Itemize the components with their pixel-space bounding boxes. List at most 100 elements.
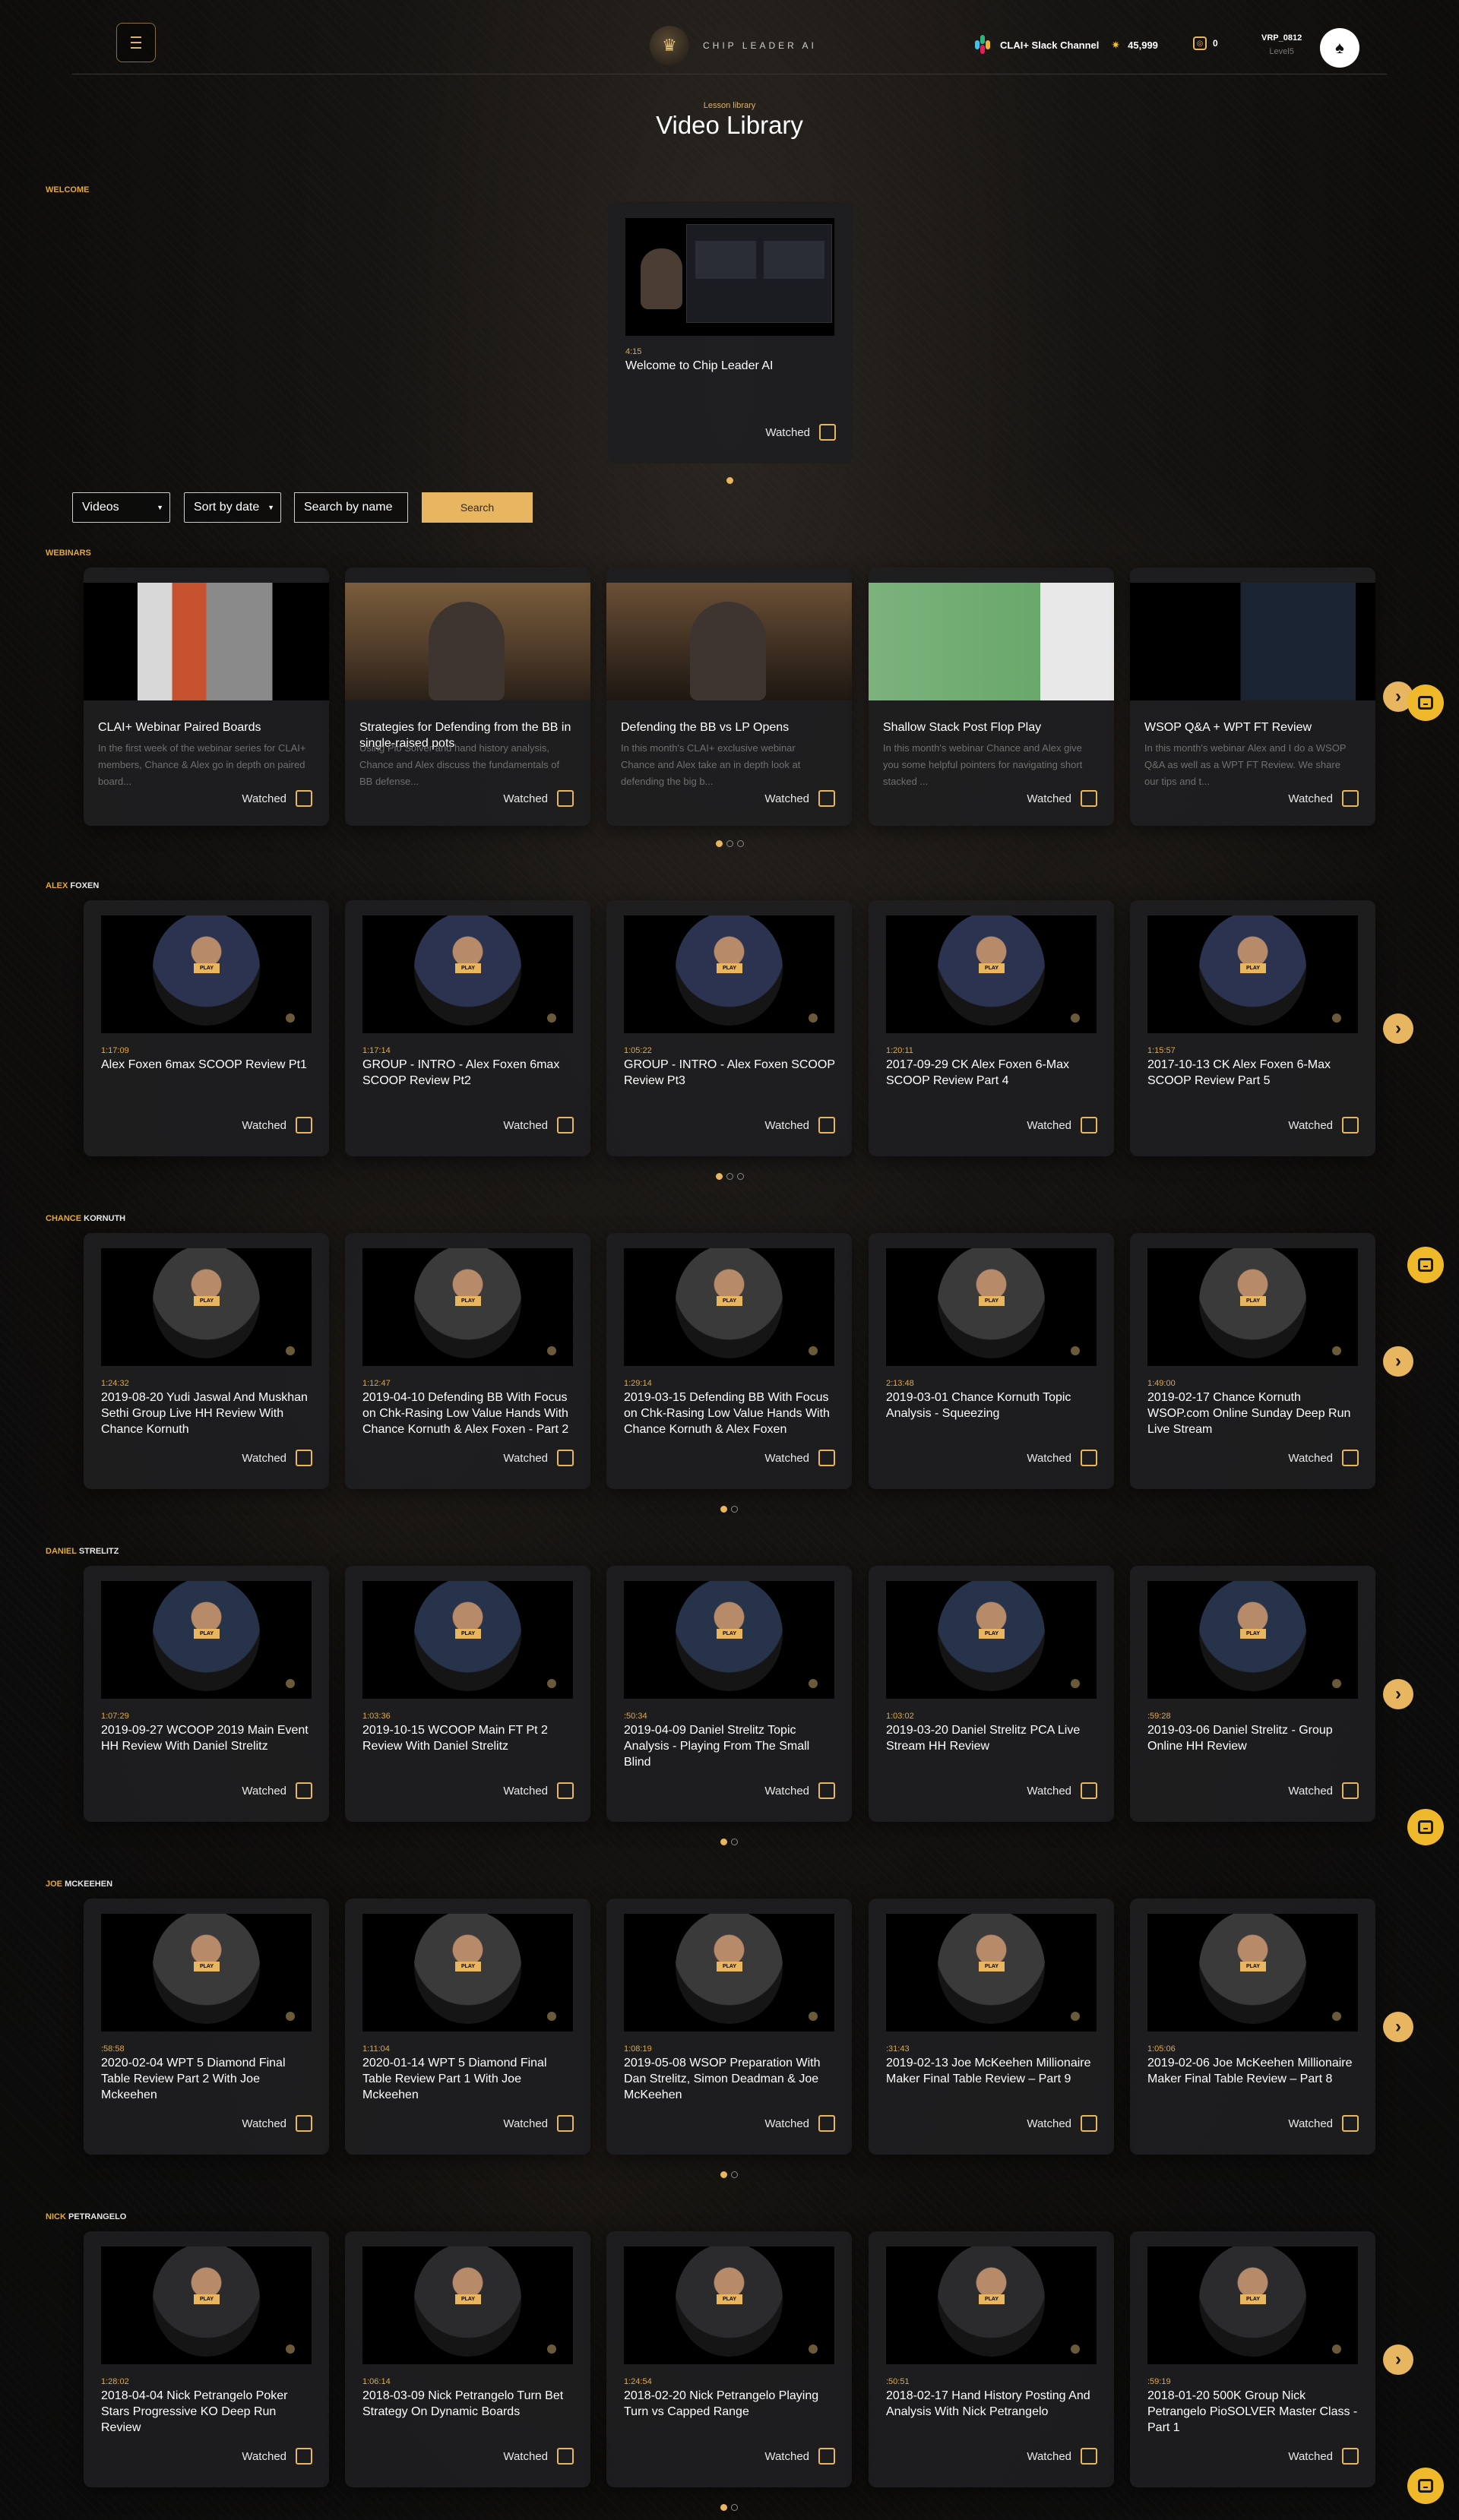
- watched-checkbox[interactable]: [818, 2448, 835, 2465]
- video-thumbnail[interactable]: PLAY: [624, 1581, 834, 1699]
- play-button[interactable]: PLAY: [717, 2294, 742, 2304]
- chat-icon[interactable]: [1407, 1247, 1444, 1283]
- video-card[interactable]: PLAY 1:20:11 2017-09-29 CK Alex Foxen 6-Ma…: [869, 900, 1114, 1156]
- watched-checkbox[interactable]: [1342, 2115, 1359, 2132]
- watched-checkbox[interactable]: [1342, 790, 1359, 807]
- watched-checkbox[interactable]: [296, 1450, 312, 1466]
- avatar-spade-icon[interactable]: ♠: [1320, 28, 1359, 68]
- play-button[interactable]: PLAY: [1240, 963, 1266, 973]
- video-thumbnail[interactable]: PLAY: [886, 915, 1097, 1033]
- video-thumbnail[interactable]: PLAY: [362, 1248, 573, 1366]
- video-thumbnail[interactable]: PLAY: [101, 1248, 312, 1366]
- video-card[interactable]: PLAY:59:19 2018-01-20 500K Group Nick Pet…: [1130, 2231, 1375, 2487]
- video-card[interactable]: PLAY 1:49:00 2019-02-17 Chance Kornuth WSO…: [1130, 1233, 1375, 1489]
- video-card[interactable]: PLAY 1:17:09 Alex Foxen 6max SCOOP Review …: [84, 900, 329, 1156]
- video-thumbnail[interactable]: PLAY: [886, 2246, 1097, 2364]
- watched-checkbox[interactable]: [296, 790, 312, 807]
- video-card[interactable]: PLAY:58:58 2020-02-04 WPT 5 Diamond Final…: [84, 1899, 329, 2155]
- brand-logo[interactable]: ♛ CHIP LEADER AI: [650, 26, 817, 65]
- sort-select[interactable]: Sort by date ▼: [184, 492, 281, 523]
- play-button[interactable]: PLAY: [194, 2294, 220, 2304]
- play-button[interactable]: PLAY: [455, 1629, 481, 1639]
- play-button[interactable]: PLAY: [194, 1962, 220, 1971]
- watched-checkbox[interactable]: [557, 2448, 574, 2465]
- video-card[interactable]: PLAY 1:29:14 2019-03-15 Defending BB With …: [606, 1233, 852, 1489]
- video-thumbnail[interactable]: PLAY: [101, 2246, 312, 2364]
- pagination-dot[interactable]: [720, 2504, 727, 2511]
- play-button[interactable]: PLAY: [979, 1962, 1005, 1971]
- video-card[interactable]: PLAY 1:28:02 2018-04-04 Nick Petrangelo Po…: [84, 2231, 329, 2487]
- play-button[interactable]: PLAY: [455, 1962, 481, 1971]
- pagination-dot[interactable]: [720, 2171, 727, 2178]
- search-input[interactable]: [294, 492, 408, 523]
- video-card[interactable]: PLAY 1:24:54 2018-02-20 Nick Petrangelo Pl…: [606, 2231, 852, 2487]
- pagination-dot[interactable]: [716, 840, 723, 847]
- pagination-dot[interactable]: [726, 840, 733, 847]
- play-button[interactable]: PLAY: [979, 963, 1005, 973]
- video-thumbnail[interactable]: PLAY: [101, 915, 312, 1033]
- play-button[interactable]: PLAY: [1240, 1296, 1266, 1306]
- pagination-dot[interactable]: [737, 840, 744, 847]
- play-button[interactable]: PLAY: [1240, 2294, 1266, 2304]
- video-card[interactable]: PLAY 1:03:02 2019-03-20 Daniel Strelitz PC…: [869, 1566, 1114, 1822]
- play-button[interactable]: PLAY: [979, 2294, 1005, 2304]
- watched-toggle[interactable]: Watched: [1027, 2115, 1097, 2132]
- watched-checkbox[interactable]: [819, 424, 836, 441]
- video-card[interactable]: PLAY:50:34 2019-04-09 Daniel Strelitz Top…: [606, 1566, 852, 1822]
- watched-toggle[interactable]: Watched: [503, 2115, 574, 2132]
- watched-checkbox[interactable]: [557, 1450, 574, 1466]
- watched-toggle[interactable]: Watched: [503, 1782, 574, 1799]
- webinar-card[interactable]: WSOP Q&A + WPT FT Review In this month's …: [1130, 568, 1375, 826]
- play-button[interactable]: PLAY: [717, 1962, 742, 1971]
- video-card[interactable]: PLAY 1:05:06 2019-02-06 Joe McKeehen Milli…: [1130, 1899, 1375, 2155]
- watched-checkbox[interactable]: [1081, 2115, 1097, 2132]
- watched-toggle[interactable]: Watched: [1027, 2448, 1097, 2465]
- watched-toggle[interactable]: Watched: [242, 1450, 312, 1466]
- watched-toggle[interactable]: Watched: [764, 2448, 835, 2465]
- play-button[interactable]: PLAY: [194, 963, 220, 973]
- pagination-dot[interactable]: [731, 2171, 738, 2178]
- video-card[interactable]: PLAY 1:17:14 GROUP - INTRO - Alex Foxen 6m…: [345, 900, 590, 1156]
- play-button[interactable]: PLAY: [194, 1629, 220, 1639]
- video-thumbnail[interactable]: PLAY: [101, 1914, 312, 2031]
- watched-toggle[interactable]: Watched: [1027, 1450, 1097, 1466]
- video-thumbnail[interactable]: PLAY: [362, 915, 573, 1033]
- webinar-card[interactable]: Shallow Stack Post Flop Play In this mont…: [869, 568, 1114, 826]
- pagination-dot[interactable]: [720, 1506, 727, 1513]
- chat-icon[interactable]: [1407, 2468, 1444, 2504]
- watched-toggle[interactable]: Watched: [764, 2115, 835, 2132]
- video-thumbnail[interactable]: PLAY: [886, 1581, 1097, 1699]
- video-card[interactable]: PLAY 1:07:29 2019-09-27 WCOOP 2019 Main Ev…: [84, 1566, 329, 1822]
- chat-icon[interactable]: [1407, 685, 1444, 721]
- video-thumbnail[interactable]: PLAY: [624, 915, 834, 1033]
- video-thumbnail[interactable]: PLAY: [886, 1914, 1097, 2031]
- watched-checkbox[interactable]: [557, 790, 574, 807]
- next-arrow-icon[interactable]: ›: [1383, 1013, 1413, 1044]
- watched-checkbox[interactable]: [557, 1117, 574, 1134]
- pagination-dot[interactable]: [737, 1173, 744, 1180]
- pagination-dot[interactable]: [716, 1173, 723, 1180]
- watched-checkbox[interactable]: [1081, 2448, 1097, 2465]
- webinar-thumbnail[interactable]: [84, 583, 329, 700]
- pagination-dot[interactable]: [726, 477, 733, 484]
- video-card[interactable]: PLAY 1:12:47 2019-04-10 Defending BB With …: [345, 1233, 590, 1489]
- watched-checkbox[interactable]: [557, 2115, 574, 2132]
- video-card[interactable]: PLAY 1:08:19 2019-05-08 WSOP Preparation W…: [606, 1899, 852, 2155]
- watched-checkbox[interactable]: [1342, 1782, 1359, 1799]
- video-card[interactable]: PLAY:50:51 2018-02-17 Hand History Postin…: [869, 2231, 1114, 2487]
- video-thumbnail[interactable]: PLAY: [1147, 1581, 1358, 1699]
- watched-toggle[interactable]: Watched: [1288, 1117, 1359, 1134]
- watched-checkbox[interactable]: [818, 1782, 835, 1799]
- video-thumbnail[interactable]: PLAY: [624, 1248, 834, 1366]
- watched-toggle[interactable]: Watched: [1027, 1782, 1097, 1799]
- video-thumbnail[interactable]: PLAY: [101, 1581, 312, 1699]
- video-thumbnail[interactable]: PLAY: [624, 1914, 834, 2031]
- watched-toggle[interactable]: Watched: [1288, 2115, 1359, 2132]
- video-card[interactable]: PLAY 2:13:48 2019-03-01 Chance Kornuth Top…: [869, 1233, 1114, 1489]
- watched-toggle[interactable]: Watched: [1288, 2448, 1359, 2465]
- pagination-dot[interactable]: [731, 1506, 738, 1513]
- video-card[interactable]: PLAY 1:15:57 2017-10-13 CK Alex Foxen 6-Ma…: [1130, 900, 1375, 1156]
- watched-checkbox[interactable]: [1081, 1450, 1097, 1466]
- pagination-dot[interactable]: [720, 1839, 727, 1845]
- menu-button[interactable]: [116, 23, 156, 62]
